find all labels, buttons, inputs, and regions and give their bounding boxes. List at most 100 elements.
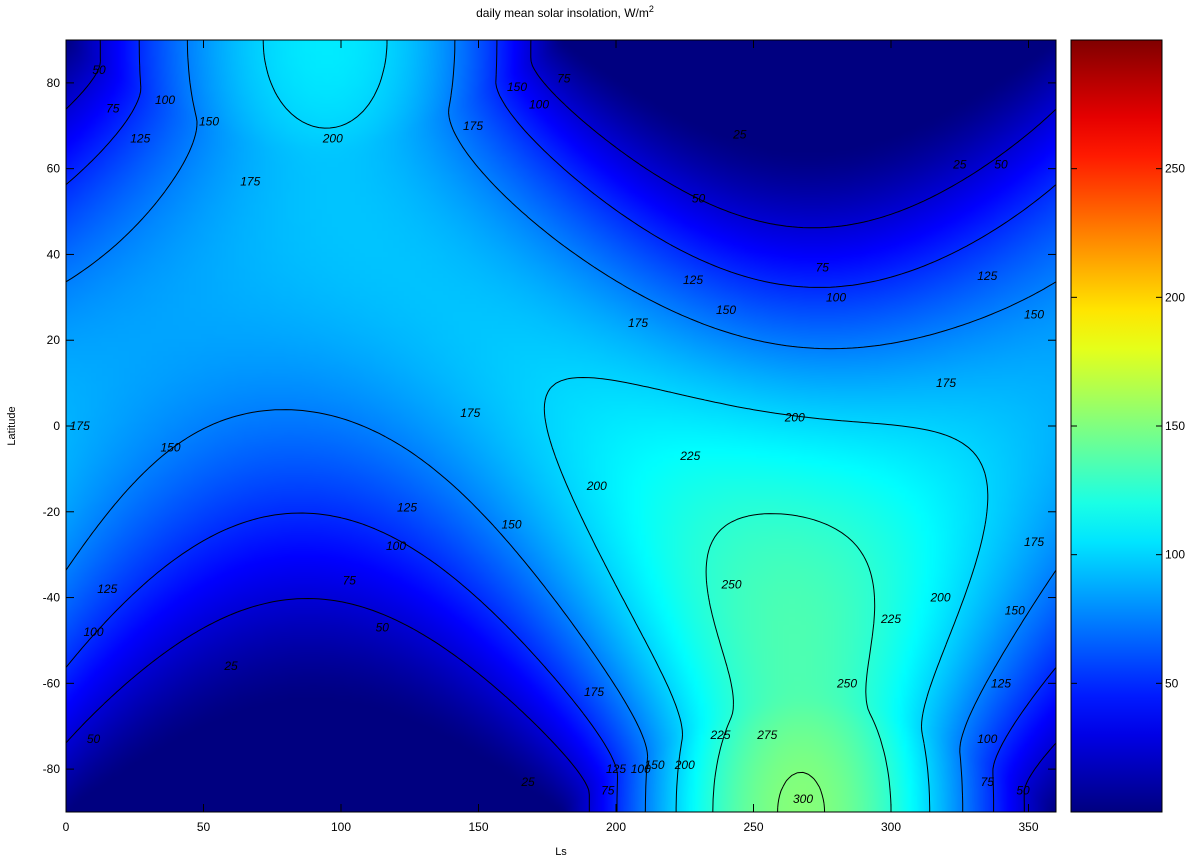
contour-label: 125	[397, 500, 417, 514]
colorbar-frame	[1070, 39, 1163, 813]
y-tick-label: 0	[53, 419, 60, 433]
y-tick-label: 60	[47, 162, 61, 176]
contour-label: 50	[376, 621, 390, 635]
contour-line-100	[262, 39, 989, 812]
contour-label: 100	[386, 539, 406, 553]
contour-label: 100	[977, 732, 997, 746]
contour-label: 50	[92, 63, 106, 77]
contour-label: 75	[557, 72, 571, 86]
y-tick-label: 80	[47, 76, 61, 90]
contour-line-25	[65, 39, 1057, 812]
contour-label: 150	[501, 518, 521, 532]
contour-label: 150	[644, 758, 664, 772]
contour-label: 50	[692, 192, 706, 206]
contour-label: 100	[83, 625, 103, 639]
contour-label: 100	[155, 93, 175, 107]
contour-label: 250	[836, 676, 857, 690]
contour-label: 75	[343, 573, 357, 587]
insolation-heatmap	[66, 40, 1056, 812]
contour-label: 100	[529, 97, 549, 111]
contour-label: 200	[674, 758, 695, 772]
contour-label: 150	[1024, 307, 1044, 321]
contour-label: 175	[463, 119, 483, 133]
contour-label: 150	[160, 440, 180, 454]
contour-line-75	[65, 39, 1057, 813]
contour-label: 300	[793, 792, 813, 806]
contour-label: 75	[816, 260, 830, 274]
y-tick-label: -80	[43, 762, 61, 776]
contour-label: 125	[97, 582, 117, 596]
contour-label: 200	[929, 591, 950, 605]
contour-label: 25	[952, 157, 967, 171]
x-tick-label: 100	[331, 820, 351, 834]
x-tick-label: 150	[468, 820, 488, 834]
contour-label: 25	[732, 127, 747, 141]
y-tick-label: -60	[43, 676, 61, 690]
contour-label: 200	[784, 410, 805, 424]
contour-label: 150	[716, 303, 736, 317]
contour-label: 225	[679, 449, 700, 463]
contour-label: 100	[631, 762, 651, 776]
contour-label: 175	[1024, 535, 1044, 549]
contour-label: 125	[130, 132, 150, 146]
x-tick-label: 50	[197, 820, 211, 834]
contour-label: 50	[87, 732, 101, 746]
contour-label: 75	[981, 775, 995, 789]
colorbar-tick-label: 150	[1165, 419, 1185, 433]
colorbar: 50 100 150 200 250	[1070, 39, 1185, 813]
contour-lines	[65, 39, 1057, 813]
plot-area: 200 175 150 75 100 100 75 50 125 150 175 25 25 50 50 75…	[65, 39, 1057, 813]
colorbar-gradient	[1071, 40, 1162, 812]
chart-title: daily mean solar insolation, W/m2	[476, 4, 654, 20]
contour-labels: 200 175 150 75 100 100 75 50 125 150 175 25 25 50 50 75…	[70, 63, 1045, 806]
contour-label: 100	[826, 290, 846, 304]
contour-label: 225	[709, 728, 730, 742]
contour-label: 175	[584, 685, 604, 699]
contour-label: 25	[223, 659, 238, 673]
contour-label: 25	[520, 775, 535, 789]
colorbar-tick-label: 200	[1165, 290, 1185, 304]
contour-label: 175	[70, 419, 90, 433]
x-tick-label: 300	[881, 820, 901, 834]
contour-label: 150	[507, 80, 527, 94]
y-tick-label: 20	[47, 333, 61, 347]
y-tick-label: 40	[47, 247, 61, 261]
y-tick-label: -20	[43, 505, 61, 519]
x-tick-label: 250	[743, 820, 763, 834]
contour-label: 150	[1005, 603, 1025, 617]
contour-line-125	[705, 513, 892, 813]
contour-label: 175	[628, 316, 648, 330]
contour-label: 175	[240, 175, 260, 189]
contour-label: 125	[991, 676, 1011, 690]
colorbar-tick-label: 50	[1165, 676, 1179, 690]
x-axis-label: Ls	[555, 846, 567, 858]
contour-line-50	[65, 40, 1057, 812]
y-axis: -80 -60 -40 -20 0 20 40 60 80	[43, 76, 1056, 776]
colorbar-tick-label: 100	[1165, 548, 1185, 562]
contour-label: 75	[106, 102, 120, 116]
contour-label: 125	[977, 269, 997, 283]
contour-label: 50	[994, 157, 1008, 171]
contour-label: 125	[606, 762, 626, 776]
contour-label: 175	[936, 376, 956, 390]
contour-label: 125	[683, 273, 703, 287]
contour-label: 150	[199, 114, 219, 128]
contour-label: 50	[1016, 784, 1030, 798]
x-tick-label: 0	[63, 820, 70, 834]
colorbar-tick-label: 250	[1165, 162, 1185, 176]
y-axis-label: Latitude	[6, 406, 18, 445]
contour-label: 200	[322, 132, 343, 146]
contour-label: 250	[720, 578, 741, 592]
y-tick-label: -40	[43, 591, 61, 605]
contour-label: 75	[601, 784, 615, 798]
contour-label: 275	[756, 728, 777, 742]
x-tick-label: 200	[606, 820, 626, 834]
colorbar-ticks: 50 100 150 200 250	[1071, 162, 1185, 690]
x-axis: 0 50 100 150 200 250 300 350	[63, 40, 1039, 834]
x-tick-label: 350	[1018, 820, 1038, 834]
contour-label: 200	[586, 479, 607, 493]
contour-label: 175	[460, 406, 480, 420]
contour-label: 225	[880, 612, 901, 626]
contour-line-150	[777, 771, 826, 813]
